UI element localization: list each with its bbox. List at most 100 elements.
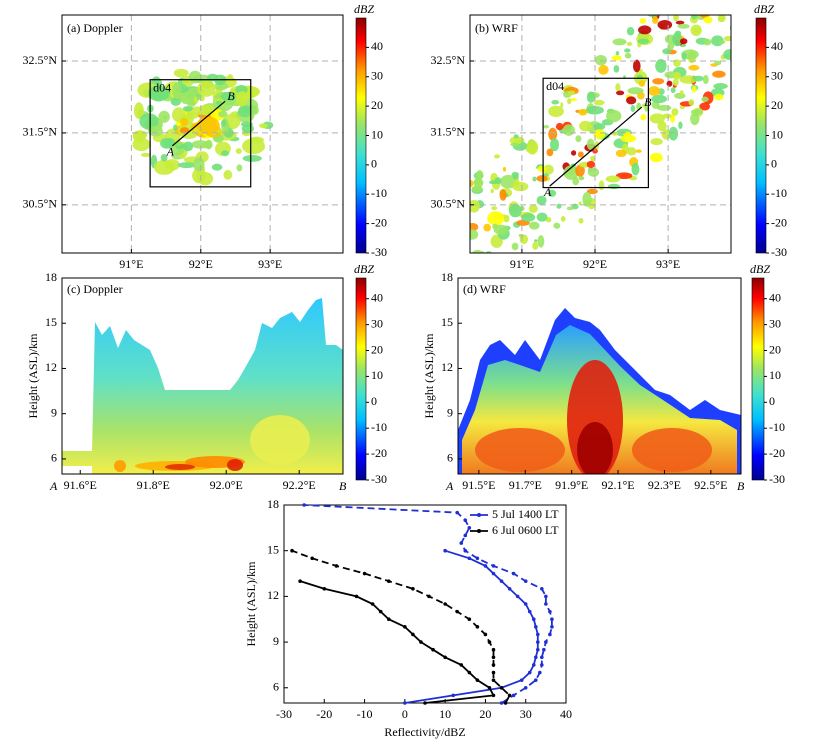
echo [651, 16, 659, 24]
echo [551, 99, 560, 105]
profile-point [483, 632, 488, 637]
colorbar-tick-label: 20 [769, 342, 781, 356]
echo [586, 91, 596, 103]
echo-core [165, 464, 195, 470]
profile-point [475, 678, 480, 682]
y-tick-label: 12 [267, 588, 279, 602]
echo [673, 59, 681, 67]
echo [572, 176, 580, 186]
echo [196, 116, 220, 135]
echo [494, 255, 502, 261]
echo-core [227, 459, 243, 471]
echo [649, 152, 663, 163]
echo [546, 148, 554, 157]
echo [630, 104, 636, 113]
profile-point [550, 625, 554, 629]
echo [644, 106, 649, 112]
echo [454, 219, 461, 223]
colorbar-tick-label: -30 [371, 245, 387, 259]
no-data [62, 466, 92, 474]
echo [662, 48, 672, 55]
echo [191, 140, 209, 149]
x-tick-label: 93°E [656, 257, 680, 271]
echo [615, 149, 627, 158]
profile-point [455, 510, 460, 515]
y-axis-label: Height (ASL)/km [26, 333, 40, 419]
echo [672, 78, 679, 87]
profile-point [467, 617, 472, 622]
x-tick-label: 92.0°E [210, 478, 243, 492]
echo [549, 138, 560, 152]
profile-point [499, 685, 504, 690]
echo [673, 15, 679, 22]
colorbar-tick-label: 0 [371, 157, 377, 171]
echo [624, 48, 631, 53]
colorbar-tick-label: -20 [769, 446, 785, 460]
x-tick-label: 91.5°E [462, 478, 495, 492]
echo [173, 124, 178, 131]
echo [594, 54, 607, 66]
section-start: A [49, 479, 58, 493]
profile-point [533, 655, 538, 660]
echo [492, 223, 498, 230]
profile-point [523, 602, 528, 606]
colorbar-tick-label: 0 [771, 157, 777, 171]
profile-point [499, 579, 504, 583]
colorbar [751, 277, 765, 481]
profile-point [536, 632, 540, 637]
section-line [549, 106, 643, 187]
panel-title: (d) WRF [463, 282, 506, 296]
echo [471, 249, 484, 253]
echo [473, 178, 484, 188]
echo [536, 212, 548, 222]
echo [635, 149, 642, 153]
echo [575, 164, 585, 177]
colorbar-tick-label: -30 [371, 472, 387, 486]
echo [690, 15, 698, 20]
echo [713, 83, 728, 90]
echo [153, 159, 175, 175]
echo [692, 75, 704, 82]
profile-point [491, 564, 496, 568]
colorbar-tick-label: 0 [371, 394, 377, 408]
section-line [171, 100, 226, 147]
profile-point [487, 640, 492, 644]
echo [657, 120, 667, 132]
echo [648, 85, 661, 96]
echo [611, 55, 622, 61]
echo [607, 183, 621, 190]
profile-point [419, 640, 423, 644]
x-tick-label: -30 [276, 707, 292, 721]
echo [140, 152, 151, 157]
profile-point [542, 647, 546, 652]
echo [173, 68, 189, 78]
colorbar [755, 17, 767, 254]
echo [536, 195, 547, 206]
x-tick-label: 91°E [510, 257, 534, 271]
profile-point [511, 571, 516, 576]
echo [521, 213, 536, 222]
y-tick-label: 15 [441, 315, 453, 329]
profile-point [370, 602, 375, 606]
echo [656, 104, 672, 111]
echo [543, 124, 550, 129]
echo [218, 111, 228, 118]
x-tick-label: -20 [316, 707, 332, 721]
profile-point [548, 632, 552, 637]
echo [626, 147, 637, 156]
echo [482, 273, 485, 277]
profile-point [523, 685, 528, 690]
echo [613, 65, 620, 73]
y-tick-label: 18 [267, 497, 279, 511]
colorbar-tick-label: 10 [371, 127, 383, 141]
profile-point [487, 685, 492, 690]
echo [632, 59, 641, 73]
y-tick-label: 6 [273, 680, 279, 694]
echo [470, 222, 479, 231]
echo [502, 166, 507, 172]
colorbar [355, 277, 367, 481]
x-tick-label: -10 [357, 707, 373, 721]
echo [723, 35, 731, 42]
profile-point [302, 503, 306, 507]
colorbar-tick-label: -10 [371, 186, 387, 200]
